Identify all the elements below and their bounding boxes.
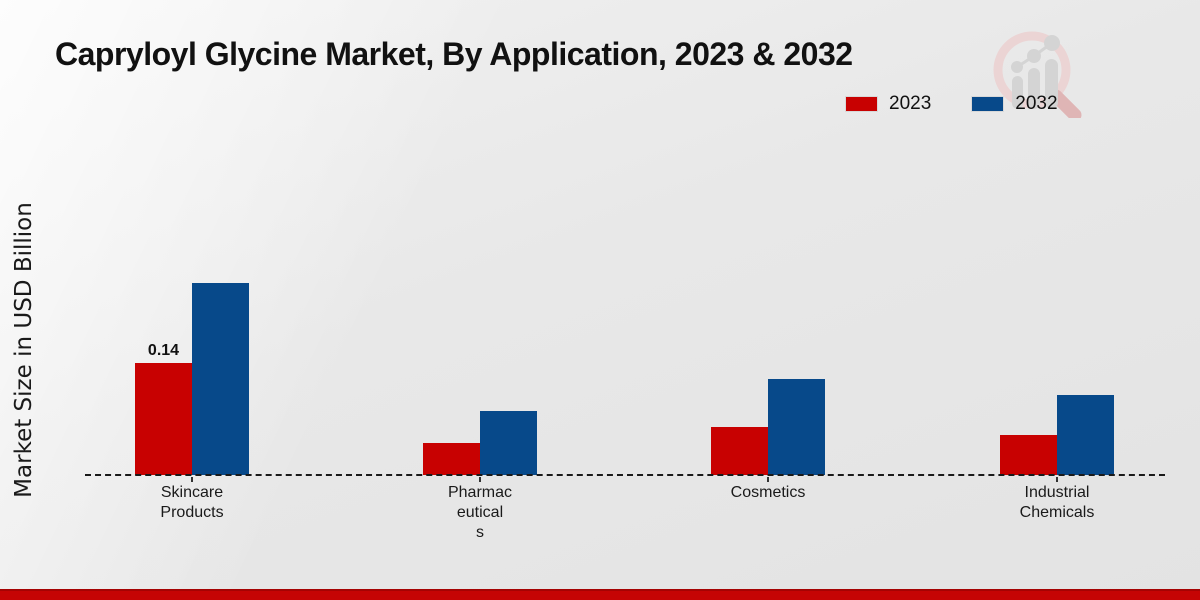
legend-label-2023: 2023	[889, 93, 932, 114]
bar-2032-industrial-chemicals	[1057, 395, 1114, 475]
x-axis-baseline	[85, 474, 1165, 476]
x-tick-label-line: Pharmac	[447, 484, 513, 501]
bar-2032-pharmaceuticals	[480, 411, 537, 475]
legend-item-2023: 2023	[845, 93, 931, 115]
x-tick-label-line: eutical	[456, 504, 504, 521]
bar-2023-skincare-products	[135, 363, 192, 475]
x-tick-label-line: Skincare	[160, 484, 224, 501]
bar-2023-pharmaceuticals	[423, 443, 480, 475]
x-tick-label-line: Chemicals	[1019, 504, 1095, 521]
chart-title: Capryloyl Glycine Market, By Application…	[55, 36, 853, 72]
x-tick-label-cosmetics: Cosmetics	[688, 483, 848, 503]
x-tick-label-line: s	[476, 524, 484, 541]
bar-2032-skincare-products	[192, 283, 249, 475]
x-tick-label-pharmaceuticals: Pharmac eutical s	[400, 483, 560, 543]
legend: 2023 2032	[845, 93, 1058, 115]
brand-logo-watermark	[993, 31, 1082, 118]
bar-2023-cosmetics	[711, 427, 768, 475]
x-tick-label-line: Products	[160, 504, 224, 521]
x-axis-tick-pharmaceuticals	[479, 477, 481, 482]
footer-accent-bar	[0, 589, 1200, 600]
legend-item-2032: 2032	[971, 93, 1058, 115]
bar-2032-cosmetics	[768, 379, 825, 475]
x-tick-label-line: Cosmetics	[730, 484, 806, 501]
legend-swatch-2023	[845, 96, 878, 112]
bar-2023-industrial-chemicals	[1000, 435, 1057, 475]
x-tick-label-skincare-products: Skincare Products	[112, 483, 272, 523]
x-axis-tick-industrial-chemicals	[1056, 477, 1058, 482]
legend-swatch-2032	[971, 96, 1005, 112]
x-tick-label-industrial-chemicals: Industrial Chemicals	[977, 483, 1137, 523]
x-tick-label-line: Industrial	[1024, 484, 1090, 501]
x-axis-tick-cosmetics	[767, 477, 769, 482]
bar-value-label: 0.14	[147, 342, 180, 359]
legend-label-2032: 2032	[1015, 93, 1058, 114]
x-axis-tick-skincare-products	[191, 477, 193, 482]
